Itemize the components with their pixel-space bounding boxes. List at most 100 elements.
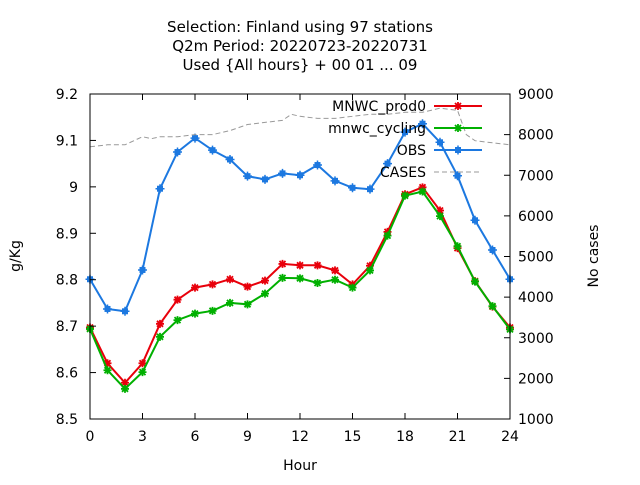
y2-tick-label: 3000 [518,331,554,347]
data-point [208,280,217,289]
data-point [103,366,112,375]
data-point [243,300,252,309]
data-point [156,332,164,341]
chart-title-line: Selection: Finland using 97 stations [167,18,433,36]
y-tick-label: 9 [69,180,78,196]
data-point [173,316,182,325]
y-tick-label: 8.5 [56,412,78,428]
y2-tick-label: 8000 [518,128,554,144]
legend-label: OBS [397,143,426,159]
y2-tick-label: 7000 [518,168,554,184]
data-point [436,206,444,215]
x-tick-label: 12 [291,429,309,445]
legend: MNWC_prod0 mnwc_cycling OBS CASES [328,99,482,181]
data-point [156,319,164,328]
legend-marker [454,124,462,132]
data-point [155,184,165,194]
data-point [278,259,287,268]
legend-label: mnwc_cycling [328,121,426,137]
data-point [120,306,130,316]
data-point [243,282,252,291]
y2-axis: 1000 2000 3000 4000 5000 6000 7000 8000 9000 [504,87,554,428]
data-point [208,306,217,315]
data-point [191,283,199,292]
data-point [138,265,147,275]
plot-frame [89,93,511,420]
data-point [278,273,287,282]
data-point [471,277,479,286]
data-point [103,304,112,314]
data-point [138,359,147,368]
data-point [383,231,392,240]
data-point [260,174,270,184]
data-point [173,295,182,304]
x-tick-label: 0 [86,429,95,445]
chart-title-line: Q2m Period: 20220723-20220731 [172,37,427,55]
data-point [121,384,129,393]
series-line-cases [89,107,511,148]
x-tick-label: 21 [449,429,467,445]
legend-label: MNWC_prod0 [332,99,426,115]
legend-label: CASES [380,165,426,181]
y2-tick-label: 4000 [518,290,554,306]
data-point [208,145,217,155]
data-point [436,212,444,221]
x-tick-label: 24 [501,429,519,445]
y-tick-label: 8.7 [56,319,78,335]
data-point [103,359,112,368]
data-point [470,215,480,225]
data-point [190,133,200,143]
data-point [401,191,409,200]
data-point [383,159,392,169]
x-axis-label: Hour [283,458,317,474]
data-point [365,184,375,194]
data-point [400,127,410,137]
chart-title-line: Used {All hours} + 00 01 ... 09 [183,56,418,74]
y-axis-label: g/Kg [8,240,24,272]
data-point [453,242,462,251]
x-tick-label: 6 [191,429,200,445]
y-tick-label: 8.9 [56,226,78,242]
data-point [366,266,374,275]
data-point [348,283,357,292]
y2-tick-label: 5000 [518,250,554,266]
data-point [278,168,287,178]
y-tick-label: 9.1 [56,133,78,149]
data-point [366,261,374,270]
data-point [331,275,339,284]
y2-tick-label: 9000 [518,87,554,103]
data-point [296,261,304,270]
data-point [191,309,199,318]
data-point [226,275,234,284]
data-point [488,245,497,255]
x-axis: 0 3 6 9 12 15 18 21 24 [86,94,519,445]
data-point [313,261,322,270]
y2-tick-label: 1000 [518,412,554,428]
data-point [453,171,462,181]
series-group [85,107,515,393]
x-tick-label: 3 [138,429,147,445]
data-point [296,274,304,283]
data-point [348,183,357,193]
series-line-obs [89,122,511,313]
data-point [226,298,234,307]
legend-marker [454,102,462,110]
data-point [138,368,147,377]
x-tick-label: 9 [243,429,252,445]
data-point [261,276,269,285]
data-point [121,378,129,387]
data-point [488,302,497,311]
y-axis: 8.5 8.6 8.7 8.8 8.9 9 9.1 9.2 [56,87,96,428]
data-point [330,176,340,186]
x-tick-label: 18 [396,429,414,445]
y2-tick-label: 6000 [518,209,554,225]
data-point [295,170,305,180]
data-point [331,266,339,275]
data-point [418,183,427,192]
data-point [313,160,322,170]
y2-tick-label: 2000 [518,371,554,387]
data-point [243,171,252,181]
y-tick-label: 8.8 [56,273,78,289]
data-point [261,289,269,298]
